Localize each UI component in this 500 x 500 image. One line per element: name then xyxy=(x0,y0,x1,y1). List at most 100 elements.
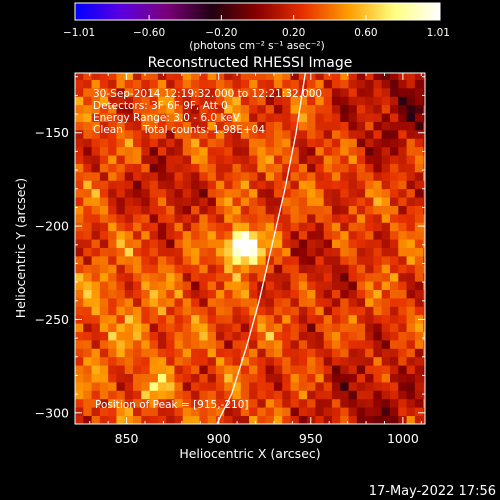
heatmap-cell xyxy=(257,104,267,114)
heatmap-cell xyxy=(224,163,233,173)
heatmap-cell xyxy=(99,104,109,114)
heatmap-cell xyxy=(240,205,250,215)
heatmap-cell xyxy=(191,155,200,164)
heatmap-cell xyxy=(91,104,101,114)
heatmap-cell xyxy=(381,180,391,190)
heatmap-cell xyxy=(390,146,399,156)
heatmap-cell xyxy=(191,314,200,324)
heatmap-cell xyxy=(265,281,275,290)
heatmap-cell xyxy=(108,121,117,131)
heatmap-cell xyxy=(124,239,134,248)
heatmap-cell xyxy=(199,407,209,416)
heatmap-cell xyxy=(149,155,159,164)
heatmap-cell xyxy=(298,155,308,164)
heatmap-cell xyxy=(83,247,92,257)
heatmap-cell xyxy=(323,365,333,374)
heatmap-cell xyxy=(340,297,349,307)
heatmap-cell xyxy=(157,297,167,307)
heatmap-cell xyxy=(373,415,383,424)
heatmap-cell xyxy=(265,146,275,156)
heatmap-cell xyxy=(232,297,242,307)
heatmap-cell xyxy=(240,73,250,80)
heatmap-cell xyxy=(282,381,291,391)
heatmap-cell xyxy=(406,323,416,332)
heatmap-cell xyxy=(315,205,325,215)
heatmap-cell xyxy=(91,339,101,349)
heatmap-cell xyxy=(232,129,242,139)
heatmap-cell xyxy=(290,213,300,223)
heatmap-cell xyxy=(75,339,84,349)
heatmap-cell xyxy=(182,272,192,282)
heatmap-cell xyxy=(423,197,425,206)
heatmap-cell xyxy=(75,289,84,299)
heatmap-cell xyxy=(414,255,424,265)
heatmap-cell xyxy=(257,138,267,148)
heatmap-cell xyxy=(249,415,258,424)
heatmap-cell xyxy=(174,113,184,122)
heatmap-cell xyxy=(174,155,184,164)
heatmap-cell xyxy=(340,415,349,424)
heatmap-cell xyxy=(124,356,134,366)
heatmap-cell xyxy=(406,180,416,190)
heatmap-cell xyxy=(108,239,117,248)
heatmap-cell xyxy=(340,222,349,232)
heatmap-cell xyxy=(282,73,291,80)
heatmap-cell xyxy=(398,264,407,274)
heatmap-cell xyxy=(174,339,184,349)
heatmap-cell xyxy=(348,289,358,299)
heatmap-cell xyxy=(75,129,84,139)
heatmap-cell xyxy=(282,365,291,374)
heatmap-cell xyxy=(133,188,142,198)
heatmap-cell xyxy=(224,373,233,383)
heatmap-cell xyxy=(381,79,391,89)
heatmap-cell xyxy=(232,314,242,324)
heatmap-cell xyxy=(83,373,92,383)
heatmap-cell xyxy=(323,281,333,290)
heatmap-cell xyxy=(240,306,250,316)
heatmap-cell xyxy=(290,297,300,307)
heatmap-cell xyxy=(99,155,109,164)
heatmap-cell xyxy=(373,339,383,349)
heatmap-cell xyxy=(290,197,300,206)
heatmap-cell xyxy=(307,155,316,164)
heatmap-cell xyxy=(99,129,109,139)
heatmap-cell xyxy=(356,188,366,198)
heatmap-cell xyxy=(373,356,383,366)
heatmap-cell xyxy=(182,381,192,391)
heatmap-cell xyxy=(141,155,151,164)
heatmap-cell xyxy=(390,255,399,265)
heatmap-cell xyxy=(232,197,242,206)
heatmap-cell xyxy=(174,104,184,114)
heatmap-cell xyxy=(133,129,142,139)
heatmap-cell xyxy=(75,348,84,358)
heatmap-cell xyxy=(133,381,142,391)
heatmap-cell xyxy=(141,407,151,416)
heatmap-cell xyxy=(83,365,92,374)
heatmap-cell xyxy=(356,373,366,383)
heatmap-cell xyxy=(215,146,225,156)
heatmap-cell xyxy=(265,163,275,173)
heatmap-cell xyxy=(157,247,167,257)
heatmap-cell xyxy=(273,306,283,316)
heatmap-cell xyxy=(414,121,424,131)
heatmap-cell xyxy=(298,407,308,416)
heatmap-cell xyxy=(265,222,275,232)
heatmap-cell xyxy=(83,390,92,400)
heatmap-cell xyxy=(348,264,358,274)
heatmap-cell xyxy=(348,398,358,408)
heatmap-cell xyxy=(298,306,308,316)
heatmap-cell xyxy=(240,155,250,164)
heatmap-cell xyxy=(381,163,391,173)
heatmap-cell xyxy=(257,373,267,383)
heatmap-cell xyxy=(116,348,126,358)
heatmap-cell xyxy=(191,272,200,282)
heatmap-cell xyxy=(406,129,416,139)
heatmap-cell xyxy=(356,180,366,190)
heatmap-cell xyxy=(249,365,258,374)
heatmap-cell xyxy=(373,121,383,131)
heatmap-cell xyxy=(91,348,101,358)
heatmap-cell xyxy=(133,306,142,316)
heatmap-cell xyxy=(365,146,374,156)
heatmap-cell xyxy=(290,381,300,391)
heatmap-cell xyxy=(232,230,242,240)
